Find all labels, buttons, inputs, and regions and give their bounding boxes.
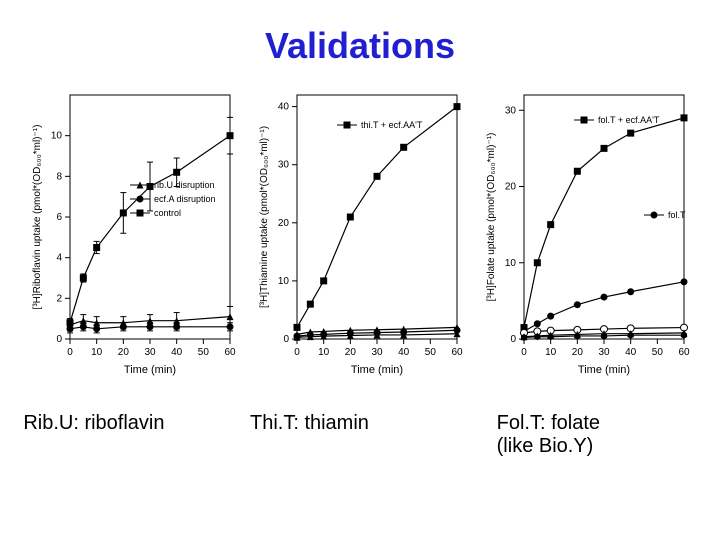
svg-text:10: 10 [318, 347, 330, 358]
chart-folate: 0 10 20 30 40 50 60 0 10 20 30 Time (min) [³H]Folate… [482, 87, 692, 382]
svg-text:0: 0 [510, 334, 516, 345]
svg-text:20: 20 [278, 218, 290, 229]
svg-text:10: 10 [51, 131, 63, 142]
svg-text:40: 40 [171, 347, 183, 358]
svg-text:10: 10 [91, 347, 103, 358]
svg-text:40: 40 [398, 347, 410, 358]
svg-text:Time (min): Time (min) [351, 364, 403, 376]
svg-text:8: 8 [57, 171, 63, 182]
svg-text:6: 6 [57, 212, 63, 223]
caption-riboflavin: Rib.U: riboflavin [23, 412, 243, 458]
svg-text:30: 30 [505, 105, 517, 116]
svg-text:60: 60 [451, 347, 463, 358]
svg-text:10: 10 [278, 276, 290, 287]
svg-text:0: 0 [68, 347, 74, 358]
svg-text:50: 50 [651, 347, 663, 358]
svg-text:0: 0 [57, 334, 63, 345]
svg-text:30: 30 [278, 160, 290, 171]
svg-text:10: 10 [545, 347, 557, 358]
svg-text:[³H]Folate uptake (pmol*(OD₆₀₀: [³H]Folate uptake (pmol*(OD₆₀₀*ml)⁻¹) [486, 133, 497, 302]
svg-text:Time (min): Time (min) [578, 364, 630, 376]
svg-text:0: 0 [294, 347, 300, 358]
svg-text:40: 40 [278, 102, 290, 113]
svg-text:60: 60 [225, 347, 237, 358]
svg-text:Time (min): Time (min) [124, 364, 176, 376]
svg-text:30: 30 [145, 347, 157, 358]
caption-folate: Fol.T: folate(like Bio.Y) [477, 412, 697, 458]
svg-text:20: 20 [505, 182, 517, 193]
svg-text:20: 20 [345, 347, 357, 358]
svg-text:20: 20 [571, 347, 583, 358]
svg-text:2: 2 [57, 293, 63, 304]
svg-text:50: 50 [425, 347, 437, 358]
svg-text:50: 50 [198, 347, 210, 358]
svg-text:4: 4 [57, 253, 63, 264]
svg-text:40: 40 [625, 347, 637, 358]
caption-thiamin: Thi.T: thiamin [250, 412, 470, 458]
svg-text:30: 30 [598, 347, 610, 358]
chart-riboflavin: 0 10 20 30 40 50 60 0 2 4 6 8 10 Time (min) [³H]Ribofl… [28, 87, 238, 382]
svg-text:ecf.A disruption: ecf.A disruption [154, 194, 216, 204]
svg-text:fol.T + ecf.AA'T: fol.T + ecf.AA'T [598, 115, 660, 125]
svg-text:60: 60 [678, 347, 690, 358]
svg-text:fol.T: fol.T [668, 210, 686, 220]
page-title: Validations [0, 0, 720, 67]
svg-text:rib.U disruption: rib.U disruption [154, 180, 215, 190]
svg-text:control: control [154, 208, 181, 218]
charts-row: 0 10 20 30 40 50 60 0 2 4 6 8 10 Time (min) [³H]Ribofl… [0, 87, 720, 382]
svg-text:0: 0 [521, 347, 527, 358]
svg-text:0: 0 [283, 334, 289, 345]
svg-text:10: 10 [505, 258, 517, 269]
svg-text:20: 20 [118, 347, 130, 358]
svg-text:thi.T + ecf.AA'T: thi.T + ecf.AA'T [361, 120, 423, 130]
svg-text:30: 30 [371, 347, 383, 358]
svg-text:[³H]Riboflavin uptake (pmol*(O: [³H]Riboflavin uptake (pmol*(OD₆₀₀*ml)⁻¹… [32, 125, 43, 310]
chart-thiamine: 0 10 20 30 40 50 60 0 10 20 30 40 Time (min) [³H]Thia… [255, 87, 465, 382]
captions-row: Rib.U: riboflavin Thi.T: thiamin Fol.T: … [0, 412, 720, 458]
svg-text:[³H]Thiamine uptake (pmol*(OD₆: [³H]Thiamine uptake (pmol*(OD₆₀₀*ml)⁻¹) [259, 126, 270, 308]
